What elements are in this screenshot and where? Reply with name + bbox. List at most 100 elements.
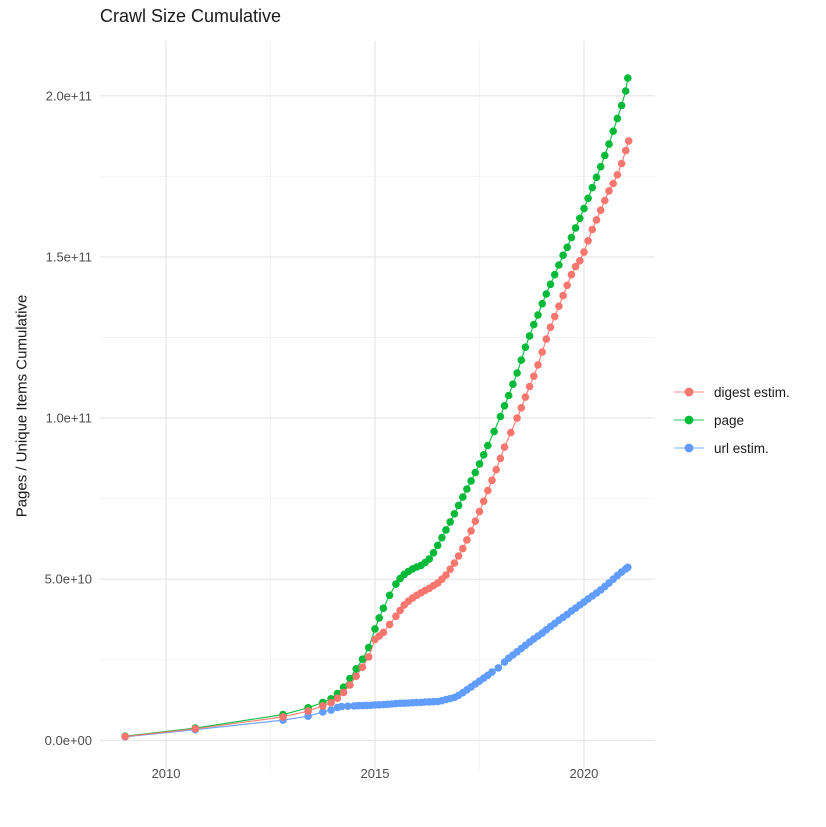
x-tick-label: 2010: [152, 766, 181, 781]
data-point-page: [364, 643, 373, 652]
legend-item-digest-estim: digest estim.: [672, 378, 790, 406]
data-point-digest-estim: [304, 707, 312, 715]
data-point-page: [521, 343, 530, 352]
data-point-digest-estim: [191, 725, 200, 733]
legend-item-page: page: [672, 406, 790, 434]
data-point-page: [425, 555, 434, 563]
data-point-url-estim: [488, 668, 496, 676]
data-point-digest-estim: [459, 544, 467, 553]
data-point-page: [371, 625, 379, 633]
data-point-url-estim: [624, 563, 632, 572]
data-point-page: [450, 510, 459, 518]
data-point-digest-estim: [525, 382, 534, 391]
data-point-digest-estim: [333, 694, 342, 702]
data-point-digest-estim: [546, 323, 555, 332]
data-point-page: [559, 251, 567, 260]
y-tick-label: 2.0e+11: [46, 88, 92, 103]
data-point-digest-estim: [513, 414, 521, 422]
data-point-digest-estim: [339, 688, 348, 697]
data-point-digest-estim: [584, 237, 592, 245]
legend-key-digest-icon: [674, 387, 704, 397]
data-point-page: [567, 233, 576, 242]
data-point-digest-estim: [592, 216, 601, 224]
data-point-page: [454, 501, 463, 510]
legend-key-page-icon: [674, 415, 704, 425]
x-tick-label: 2020: [569, 766, 598, 781]
data-point-digest-estim: [496, 454, 505, 463]
data-point-url-estim: [344, 702, 352, 710]
data-point-digest-estim: [379, 628, 388, 637]
data-point-page: [592, 173, 601, 182]
data-point-digest-estim: [550, 312, 559, 321]
legend: digest estim. page url estim.: [672, 378, 790, 462]
data-point-digest-estim: [488, 476, 496, 485]
data-point-digest-estim: [319, 702, 327, 710]
data-point-page: [534, 311, 542, 319]
data-point-digest-estim: [613, 171, 622, 179]
data-point-digest-estim: [479, 497, 488, 506]
y-axis-title: Pages / Unique Items Cumulative: [13, 294, 31, 518]
data-point-page: [576, 214, 584, 223]
data-point-digest-estim: [567, 270, 576, 279]
data-point-page: [605, 140, 613, 148]
data-point-digest-estim: [346, 681, 354, 689]
data-point-page: [584, 194, 592, 203]
data-point-digest-estim: [454, 552, 463, 560]
data-point-digest-estim: [507, 428, 515, 437]
data-point-page: [339, 683, 348, 691]
data-point-digest-estim: [542, 335, 551, 343]
data-point-page: [490, 427, 498, 436]
y-tick-label: 1.5e+11: [46, 249, 92, 264]
data-point-page: [580, 204, 588, 213]
data-point-page: [385, 591, 394, 600]
legend-label-url-estim: url estim.: [714, 440, 769, 456]
data-point-digest-estim: [450, 559, 459, 567]
data-point-page: [525, 332, 534, 340]
data-point-digest-estim: [563, 281, 571, 290]
data-point-digest-estim: [538, 348, 546, 356]
data-point-page: [379, 604, 388, 612]
data-point-digest-estim: [555, 302, 563, 311]
data-point-page: [588, 183, 597, 192]
data-point-page: [538, 299, 546, 308]
y-tick-label: 0.0e+00: [45, 733, 92, 748]
data-point-digest-estim: [385, 620, 394, 629]
data-point-url-estim: [337, 702, 346, 711]
data-point-page: [352, 665, 361, 673]
data-point-page: [475, 460, 484, 468]
data-point-page: [601, 151, 609, 160]
data-point-page: [500, 402, 509, 410]
series-line-digest-estim: [125, 140, 630, 738]
data-point-digest-estim: [442, 571, 450, 579]
data-point-page: [509, 380, 517, 389]
data-point-page: [496, 412, 505, 421]
data-point-page: [375, 614, 384, 622]
data-point-page: [613, 114, 622, 123]
data-point-digest-estim: [617, 159, 626, 168]
data-point-digest-estim: [621, 146, 630, 155]
data-point-page: [504, 391, 513, 400]
data-point-page: [571, 224, 580, 232]
data-point-page: [624, 74, 632, 82]
data-point-page: [429, 549, 438, 557]
data-point-page: [609, 127, 617, 135]
x-tick-label: 2015: [361, 766, 390, 781]
data-point-digest-estim: [396, 606, 404, 615]
data-point-page: [438, 533, 446, 542]
data-point-page: [517, 356, 526, 364]
data-point-page: [542, 290, 551, 298]
data-point-page: [550, 270, 559, 279]
data-point-digest-estim: [364, 653, 373, 661]
legend-label-page: page: [714, 412, 745, 428]
data-point-url-estim: [494, 664, 503, 672]
data-point-digest-estim: [327, 698, 335, 707]
data-point-digest-estim: [484, 486, 492, 495]
data-point-page: [433, 541, 442, 550]
data-point-page: [446, 518, 455, 526]
data-point-digest-estim: [500, 443, 509, 451]
data-point-digest-estim: [121, 732, 129, 741]
data-point-page: [555, 261, 563, 269]
data-point-digest-estim: [521, 393, 530, 401]
